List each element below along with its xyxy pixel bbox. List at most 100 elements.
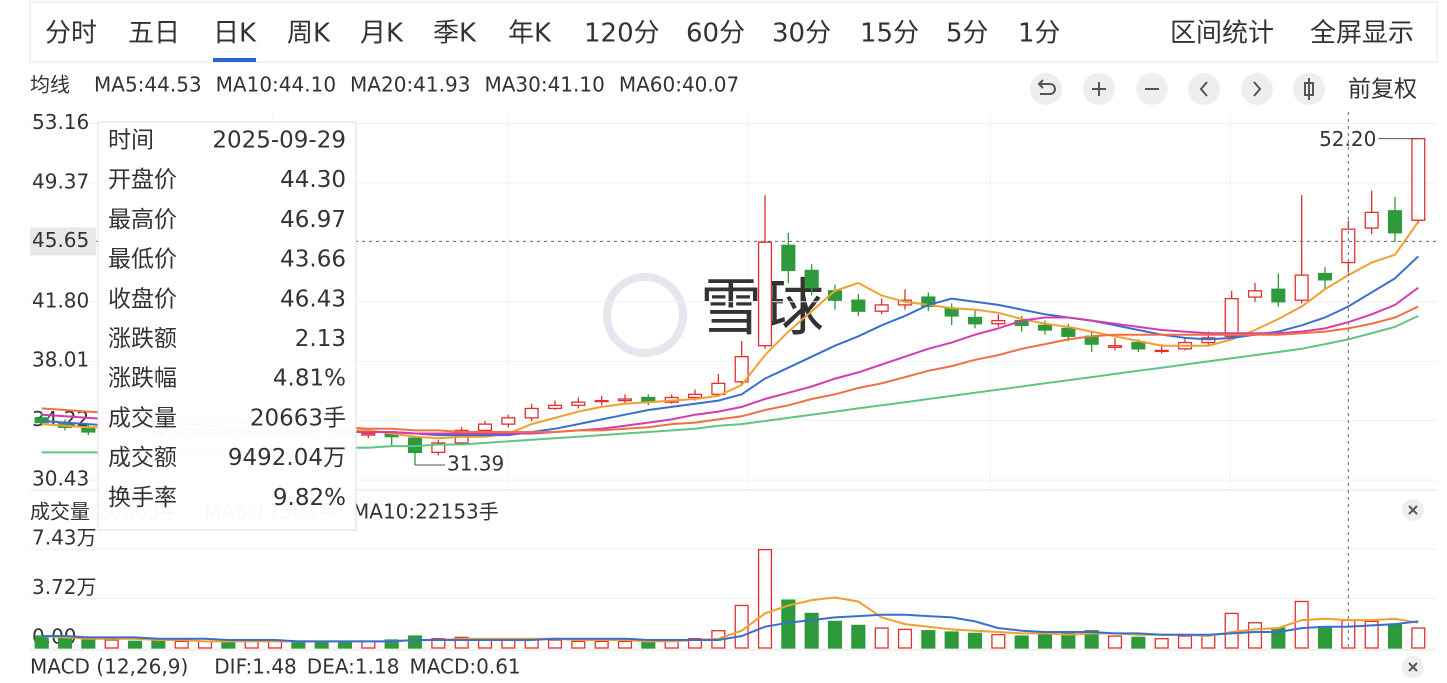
- button-icons: [1037, 78, 1314, 100]
- candle-body: [501, 417, 516, 425]
- candle-body: [991, 319, 1006, 325]
- legend-entry: MA5:44.53: [94, 73, 202, 97]
- legend-entry: MA20:41.93: [350, 73, 470, 97]
- tab[interactable]: 年K: [508, 19, 552, 49]
- tab[interactable]: 周K: [287, 19, 331, 49]
- volume-bar: [1317, 626, 1333, 649]
- tooltip-label: 最低价: [108, 247, 177, 273]
- volume-bar: [407, 635, 423, 649]
- tooltip-box: [97, 121, 357, 531]
- candle-body: [34, 417, 49, 424]
- tooltip-value: 43.66: [280, 247, 346, 273]
- tab[interactable]: 分时: [45, 19, 97, 49]
- candle-body: [617, 398, 633, 402]
- candle-body: [361, 432, 376, 436]
- volume-bar: [104, 639, 119, 649]
- candle-body: [1294, 274, 1309, 301]
- tooltip-label: 涨跌幅: [108, 366, 177, 392]
- annotation: 52.20: [1319, 127, 1376, 151]
- volume-bar: [1387, 623, 1403, 649]
- candle-body: [757, 241, 773, 347]
- tooltip-value: 9.82%: [273, 485, 346, 511]
- volume-bar: [594, 640, 609, 649]
- volume-bar: [151, 639, 166, 649]
- volume-bar: [851, 624, 866, 649]
- left-button[interactable]: [1188, 73, 1220, 105]
- tooltip-value: 2025-09-29: [212, 128, 346, 154]
- crosshair-label-bg: [30, 227, 96, 256]
- y-tick-label: 30.43: [32, 467, 89, 491]
- y-tick-label: 3.72万: [32, 575, 97, 599]
- volume-bar: [174, 640, 189, 649]
- tooltip-label: 开盘价: [108, 167, 177, 193]
- candle-body: [1317, 272, 1333, 281]
- candle-body: [1107, 345, 1123, 348]
- y-tick-label: 53.16: [32, 110, 89, 134]
- chart-buttons[interactable]: [1030, 73, 1325, 105]
- volume-bar: [1411, 627, 1426, 649]
- volume-bar: [431, 638, 446, 649]
- tab[interactable]: 1分: [1018, 19, 1061, 49]
- tab[interactable]: 60分: [686, 19, 745, 49]
- tab[interactable]: 120分: [584, 19, 660, 49]
- tab-underline: [213, 58, 257, 62]
- tooltip-value: 46.43: [280, 286, 346, 312]
- tab[interactable]: 30分: [772, 19, 831, 49]
- volume-bar: [687, 638, 703, 649]
- volume-bar: [1131, 636, 1146, 649]
- volume-bar: [1294, 600, 1309, 649]
- close-icon: [1408, 505, 1418, 515]
- tooltip-label: 成交额: [108, 445, 177, 471]
- adjust-toggle[interactable]: 前复权: [1348, 77, 1417, 103]
- candle-body: [851, 299, 866, 312]
- volume-bar: [454, 636, 469, 649]
- y-tick-label: 41.80: [32, 288, 89, 312]
- candle-body: [1224, 297, 1239, 337]
- toolbar-frame: [29, 1, 1438, 63]
- candle-body: [547, 404, 563, 410]
- volume-bar: [921, 630, 936, 649]
- legend-entry: MA10:22153手: [352, 500, 499, 524]
- candle-body: [967, 316, 983, 325]
- toolbar-action[interactable]: 全屏显示: [1310, 19, 1414, 49]
- volume-bar: [1084, 630, 1099, 649]
- tab[interactable]: 15分: [860, 19, 919, 49]
- tooltip-label: 换手率: [108, 485, 177, 511]
- volume-bar: [34, 635, 49, 649]
- volume-bar: [1364, 620, 1379, 649]
- tooltip-value: 4.81%: [273, 366, 346, 392]
- candle-body: [1411, 138, 1426, 221]
- y-tick-label: 45.65: [32, 228, 89, 252]
- tab[interactable]: 五日: [128, 19, 180, 49]
- candle-body: [1061, 327, 1076, 337]
- candle-body: [594, 399, 609, 403]
- candle-body: [1037, 324, 1053, 331]
- tooltip-value: 46.97: [280, 207, 346, 233]
- candle-body: [1387, 210, 1403, 234]
- volume-bar: [827, 620, 843, 649]
- tab[interactable]: 5分: [946, 19, 989, 49]
- right-button[interactable]: [1241, 73, 1273, 105]
- candle-body: [1247, 290, 1263, 298]
- candle-body: [1131, 341, 1146, 350]
- tab[interactable]: 日K: [213, 19, 257, 49]
- tab[interactable]: 月K: [360, 19, 404, 49]
- tooltip-value: 20663手: [250, 405, 346, 431]
- candle-body: [874, 304, 889, 312]
- tooltip-label: 最高价: [108, 207, 177, 233]
- annotation: 31.39: [447, 452, 504, 476]
- tab[interactable]: 季K: [433, 19, 477, 49]
- volume-bar: [477, 639, 493, 649]
- candle-body: [477, 423, 493, 432]
- volume-bar: [501, 639, 516, 649]
- candle-body: [781, 244, 796, 272]
- undo-button[interactable]: [1030, 73, 1062, 105]
- legend-title: 均线: [30, 73, 70, 97]
- volume-bar: [757, 548, 773, 649]
- volume-bar: [1247, 622, 1263, 649]
- candle-body: [921, 296, 936, 308]
- macd-value: DEA:1.18: [307, 655, 400, 679]
- candle-body: [524, 407, 539, 419]
- volume-bar: [617, 640, 633, 649]
- toolbar-action[interactable]: 区间统计: [1170, 19, 1274, 49]
